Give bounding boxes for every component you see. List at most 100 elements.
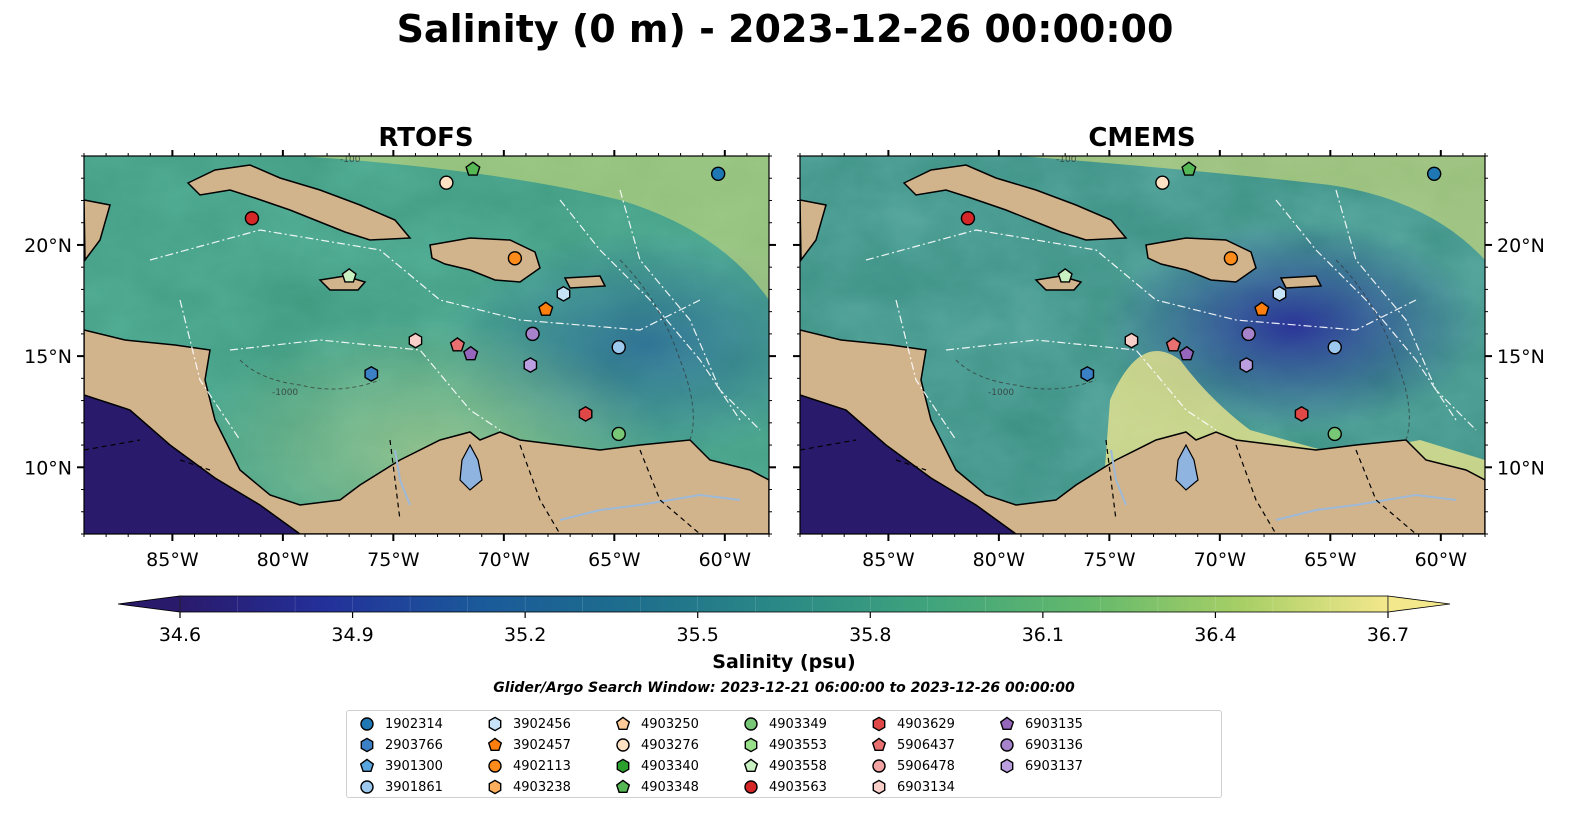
colorbar-tick-label: 36.4 [1194, 624, 1236, 646]
legend-label: 3901861 [385, 779, 443, 795]
float-marker-4903563 [244, 211, 260, 226]
legend-marker [872, 716, 886, 732]
legend-marker-4903558 [743, 758, 759, 773]
legend-marker [359, 758, 375, 773]
eez-boundary [619, 189, 761, 431]
eez-boundary [1275, 199, 1457, 421]
lake-maracaibo [459, 443, 483, 491]
legend-marker-3902457 [487, 737, 503, 752]
legend-item-6903134: 6903134 [869, 777, 955, 797]
atlantic-salty-band [300, 156, 769, 300]
legend-marker-4903348 [615, 779, 631, 794]
legend-item-4903349: 4903349 [741, 714, 827, 734]
legend-marker [1000, 738, 1014, 752]
bathymetry-contour [1335, 259, 1410, 441]
puerto-rico [563, 275, 607, 289]
legend-marker [360, 780, 374, 794]
float-marker-5906437 [1165, 337, 1182, 352]
colorbar-tick-label: 34.9 [331, 624, 373, 646]
lat-tick-label: 10°N [1497, 457, 1545, 479]
panel-title-cmems: CMEMS [1088, 123, 1195, 153]
lat-tick-label: 15°N [1497, 346, 1545, 368]
colorbar: 34.6 34.9 35.2 35.5 35.8 36.1 36.4 36.7 Salinit… [117, 595, 1451, 673]
float-marker-1902314 [1426, 166, 1442, 181]
lon-tick-label: 70°W [478, 549, 531, 571]
lon-tick-label: 75°W [367, 549, 420, 571]
float-marker-3902456 [1272, 285, 1287, 302]
lon-tick-label: 85°W [862, 549, 915, 571]
legend-label: 4903563 [769, 779, 827, 795]
float-marker-4903558 [1057, 268, 1073, 283]
lon-tick-label: 70°W [1194, 549, 1247, 571]
float-marker-3902457 [1254, 301, 1270, 316]
lon-tick-label: 60°W [1415, 549, 1468, 571]
eez-boundary [1335, 189, 1477, 431]
legend-label: 4903558 [769, 758, 827, 774]
legend-label: 6903137 [1025, 758, 1083, 774]
colorbar-tick-label: 35.8 [849, 624, 891, 646]
float-markers [244, 161, 726, 442]
legend-label: 4903276 [641, 737, 699, 753]
legend-marker-4903349 [744, 717, 758, 731]
legend-item-4903563: 4903563 [741, 777, 827, 797]
legend-marker-3902456 [488, 716, 502, 732]
puerto-rico [1279, 275, 1323, 289]
legend-item-4903238: 4903238 [485, 777, 571, 797]
land [800, 164, 1485, 534]
colorbar-tick-label: 36.7 [1367, 624, 1409, 646]
legend-marker [744, 780, 758, 794]
legend: 1902314 2903766 3901300 3901861 3902456 39024… [346, 710, 1222, 798]
axis-ticks: 85°W 80°W 75°W 70°W 65°W 60°W 20°N 15°N 10°N 85°W… [24, 150, 1545, 571]
float-marker-6903136 [1241, 326, 1256, 342]
panel-frame-rtofs [83, 155, 770, 535]
legend-label: 2903766 [385, 737, 443, 753]
legend-item-4903250: 4903250 [613, 714, 699, 734]
legend-marker [1000, 758, 1014, 774]
float-marker-4903349 [1327, 426, 1342, 442]
legend-marker-4903629 [872, 716, 886, 732]
legend-item-5906478: 5906478 [869, 756, 955, 776]
legend-marker-1902314 [360, 717, 374, 731]
central-america-land [800, 329, 1485, 534]
legend-label: 6903135 [1025, 716, 1083, 732]
eez-boundary [895, 299, 957, 441]
legend-marker-3901861 [360, 780, 374, 794]
legend-item-3902456: 3902456 [485, 714, 571, 734]
legend-marker [871, 737, 887, 752]
legend-marker [488, 716, 502, 732]
legend-marker [360, 717, 374, 731]
float-markers [960, 161, 1442, 442]
legend-marker-6903136 [1000, 738, 1014, 752]
legend-item-6903137: 6903137 [997, 756, 1083, 776]
float-marker-4903629 [578, 405, 593, 422]
legend-marker [616, 758, 630, 774]
contour-label: -100 [1056, 155, 1077, 165]
eez-boundary [945, 339, 1217, 431]
legend-marker [616, 738, 630, 752]
hispaniola [429, 237, 541, 283]
eez-boundaries [149, 189, 761, 441]
float-marker-1902314 [710, 166, 726, 181]
atlantic-salty-band [1020, 156, 1485, 260]
colorbar-body [179, 595, 1389, 613]
lon-tick-label: 65°W [588, 549, 641, 571]
eez-boundary [865, 229, 1417, 331]
legend-label: 4903250 [641, 716, 699, 732]
float-marker-4903563 [960, 211, 976, 226]
legend-item-6903135: 6903135 [997, 714, 1083, 734]
legend-item-3901300: 3901300 [357, 756, 443, 776]
bathymetry-contours [955, 259, 1410, 441]
legend-item-4903340: 4903340 [613, 756, 699, 776]
legend-item-6903136: 6903136 [997, 735, 1083, 755]
legend-label: 3902456 [513, 716, 571, 732]
contour-label: -1000 [272, 388, 298, 398]
legend-marker [360, 737, 374, 753]
legend-marker-4903238 [488, 779, 502, 795]
legend-label: 3901300 [385, 758, 443, 774]
colorbar-tick-label: 36.1 [1022, 624, 1064, 646]
float-marker-4903558 [341, 268, 357, 283]
figure-title: Salinity (0 m) - 2023-12-26 00:00:00 [397, 7, 1174, 51]
legend-label: 4903348 [641, 779, 699, 795]
legend-marker-6903137 [1000, 758, 1014, 774]
